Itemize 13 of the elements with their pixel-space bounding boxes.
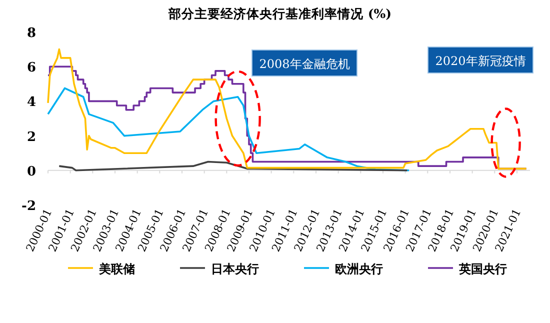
y-tick-label: 0 <box>26 164 36 180</box>
y-tick-label: 2 <box>26 130 36 145</box>
chart-title: 部分主要经济体央行基准利率情况 (%) <box>167 6 392 21</box>
y-tick-label: 8 <box>26 26 36 41</box>
annotation: 2020年新冠疫情 <box>435 54 526 68</box>
legend-label: 美联储 <box>98 262 135 276</box>
legend-label: 英国央行 <box>458 262 507 276</box>
legend-label: 日本央行 <box>211 262 259 276</box>
y-tick-label: 4 <box>26 95 36 110</box>
y-tick-label: 6 <box>26 60 36 76</box>
y-tick-label: -2 <box>22 199 36 214</box>
legend-label: 欧洲央行 <box>335 262 383 276</box>
annotation: 2008年金融危机 <box>259 57 350 71</box>
